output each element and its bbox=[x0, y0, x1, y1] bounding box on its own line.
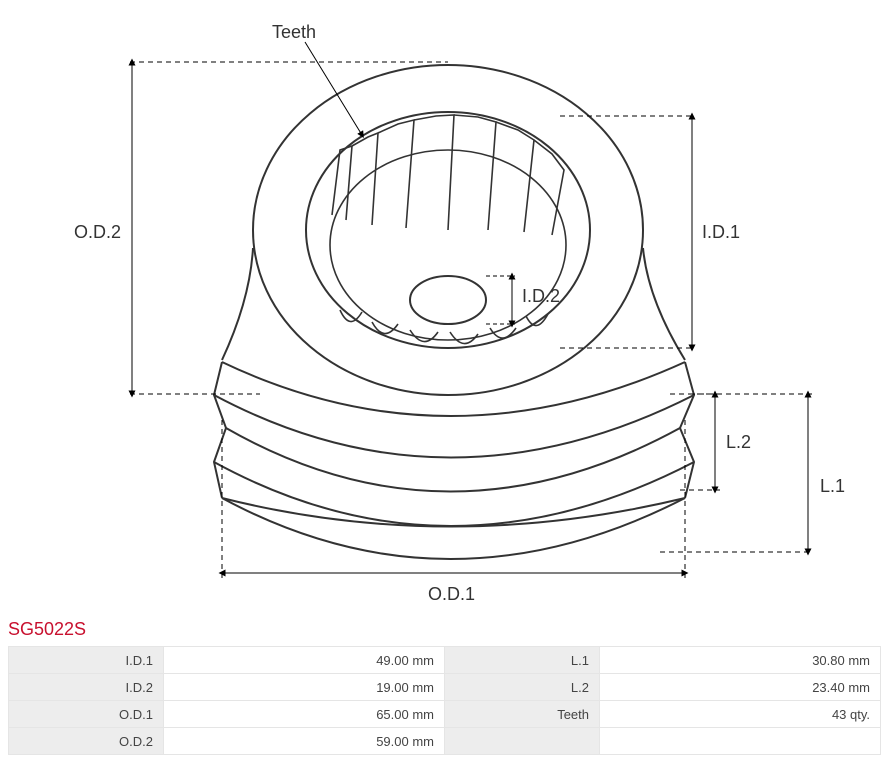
label-l1: L.1 bbox=[820, 476, 845, 497]
spec-value: 59.00 mm bbox=[164, 728, 445, 755]
label-id2: I.D.2 bbox=[522, 286, 560, 307]
spec-label: L.2 bbox=[445, 674, 600, 701]
spec-label: I.D.1 bbox=[9, 647, 164, 674]
spec-label: Teeth bbox=[445, 701, 600, 728]
label-id1: I.D.1 bbox=[702, 222, 740, 243]
spec-label: O.D.1 bbox=[9, 701, 164, 728]
part-number: SG5022S bbox=[0, 615, 889, 646]
spec-value: 43 qty. bbox=[600, 701, 881, 728]
spec-value: 49.00 mm bbox=[164, 647, 445, 674]
spec-label-empty bbox=[445, 728, 600, 755]
table-row: I.D.2 19.00 mm L.2 23.40 mm bbox=[9, 674, 881, 701]
spec-label: I.D.2 bbox=[9, 674, 164, 701]
label-teeth: Teeth bbox=[272, 22, 316, 43]
part-outline bbox=[214, 65, 694, 559]
spec-table: I.D.1 49.00 mm L.1 30.80 mm I.D.2 19.00 … bbox=[8, 646, 881, 755]
table-row: O.D.2 59.00 mm bbox=[9, 728, 881, 755]
label-od1: O.D.1 bbox=[428, 584, 475, 605]
spec-value: 30.80 mm bbox=[600, 647, 881, 674]
spec-table-body: I.D.1 49.00 mm L.1 30.80 mm I.D.2 19.00 … bbox=[9, 647, 881, 755]
table-row: I.D.1 49.00 mm L.1 30.80 mm bbox=[9, 647, 881, 674]
dimension-lines bbox=[130, 42, 812, 578]
spec-value: 65.00 mm bbox=[164, 701, 445, 728]
table-row: O.D.1 65.00 mm Teeth 43 qty. bbox=[9, 701, 881, 728]
spec-label: O.D.2 bbox=[9, 728, 164, 755]
technical-diagram: Teeth O.D.2 I.D.1 I.D.2 L.2 L.1 O.D.1 bbox=[0, 0, 889, 615]
spec-label: L.1 bbox=[445, 647, 600, 674]
spec-value: 23.40 mm bbox=[600, 674, 881, 701]
spec-value-empty bbox=[600, 728, 881, 755]
diagram-svg bbox=[0, 0, 889, 615]
label-od2: O.D.2 bbox=[74, 222, 121, 243]
label-l2: L.2 bbox=[726, 432, 751, 453]
spec-value: 19.00 mm bbox=[164, 674, 445, 701]
